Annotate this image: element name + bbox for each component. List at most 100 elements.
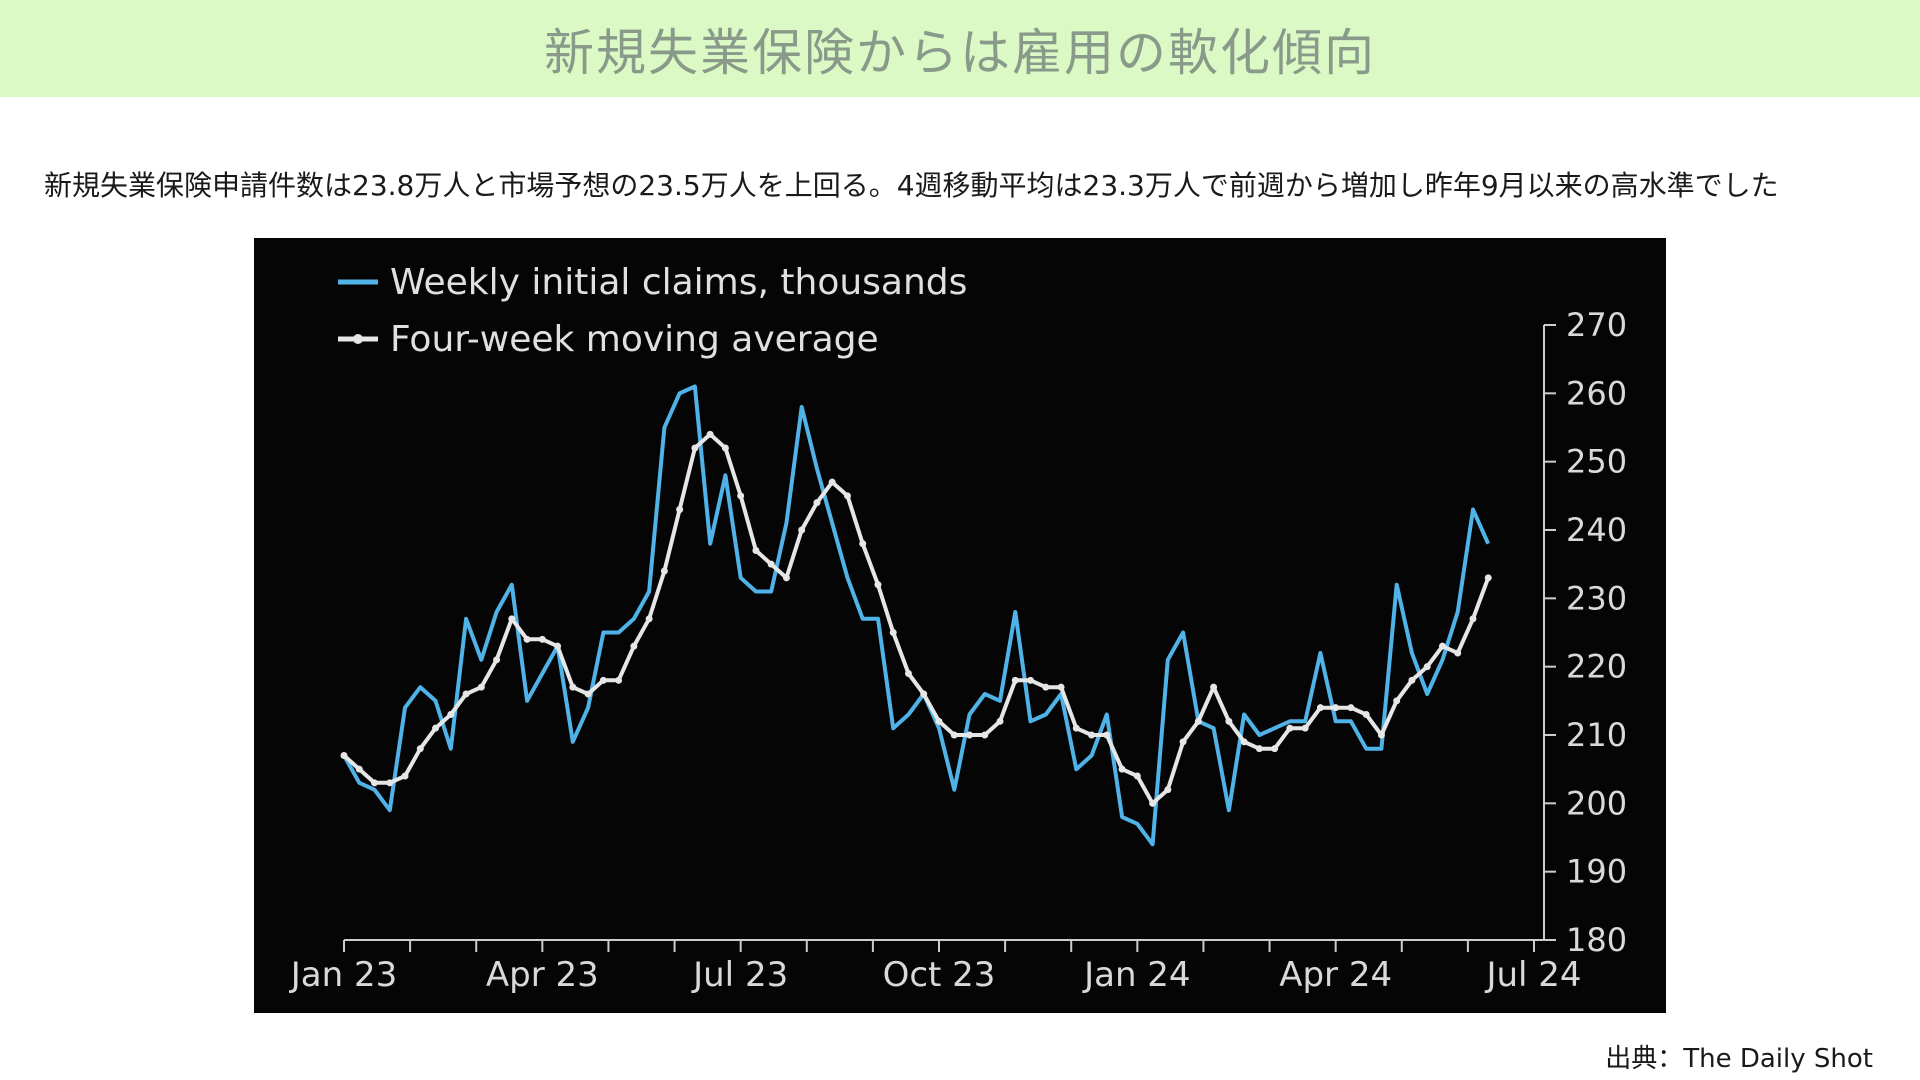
average-point	[1179, 738, 1187, 746]
average-point	[1408, 676, 1416, 684]
average-point	[447, 711, 455, 718]
average-point	[782, 574, 790, 582]
average-point	[706, 430, 714, 438]
average-point	[1271, 745, 1279, 753]
series-layer	[340, 384, 1492, 847]
chart-legend: Weekly initial claims, thousands Four-wee…	[338, 262, 967, 360]
average-point	[721, 444, 729, 452]
average-point	[1393, 697, 1401, 705]
average-point	[538, 635, 546, 643]
average-point	[767, 560, 775, 568]
average-point	[859, 540, 867, 548]
legend-weekly: Weekly initial claims, thousands	[338, 262, 967, 303]
x-tick-label: Jul 23	[691, 955, 788, 995]
average-point	[645, 615, 653, 623]
average-point	[1362, 711, 1370, 718]
average-point	[1301, 724, 1309, 732]
average-point	[1042, 683, 1050, 691]
average-point	[554, 642, 562, 650]
average-point	[966, 731, 974, 739]
average-point	[1011, 676, 1019, 684]
average-point	[1423, 663, 1431, 671]
average-point	[1133, 772, 1141, 780]
average-point	[1210, 683, 1218, 691]
average-point	[950, 731, 958, 739]
average-point	[340, 752, 348, 759]
average-point	[1194, 717, 1202, 725]
average-point	[1088, 731, 1096, 739]
legend-label: Weekly initial claims, thousands	[390, 262, 967, 303]
average-point	[843, 492, 851, 500]
average-point	[477, 683, 485, 691]
y-tick-label: 260	[1566, 374, 1627, 412]
average-point	[432, 724, 440, 732]
average-point	[508, 615, 516, 623]
summary-text: 新規失業保険申請件数は23.8万人と市場予想の23.5万人を上回る。4週移動平均…	[44, 169, 1779, 202]
average-point	[1027, 676, 1035, 684]
average-point	[676, 506, 684, 513]
average-point	[752, 547, 760, 554]
average-point	[493, 656, 501, 664]
x-tick-label: Jan 23	[289, 955, 397, 995]
average-point	[1240, 738, 1248, 746]
average-point	[1332, 704, 1340, 712]
average-point	[996, 717, 1004, 725]
x-tick-label: Apr 24	[1279, 955, 1392, 995]
source-note: 出典：The Daily Shot	[1605, 1044, 1873, 1074]
average-point	[1225, 717, 1233, 725]
average-point	[1255, 745, 1263, 753]
x-tick-label: Apr 23	[486, 955, 599, 995]
average-point	[798, 526, 806, 534]
legend-dot	[353, 334, 363, 344]
y-tick-label: 190	[1566, 853, 1627, 891]
x-tick-label: Jul 24	[1484, 955, 1581, 995]
average-point	[981, 731, 989, 739]
average-point	[828, 478, 836, 486]
average-point	[1103, 731, 1111, 739]
average-point	[1377, 731, 1385, 739]
average-point	[569, 683, 577, 691]
average-point	[1149, 799, 1157, 807]
average-point	[386, 779, 394, 787]
y-tick-label: 200	[1566, 784, 1627, 822]
average-point	[1286, 724, 1294, 732]
average-point	[584, 690, 592, 698]
average-point	[1438, 642, 1446, 650]
legend-average: Four-week moving average	[338, 319, 879, 360]
average-point	[599, 676, 607, 684]
header-band: 新規失業保険からは雇用の軟化傾向	[0, 0, 1920, 97]
x-tick-label: Jan 24	[1082, 955, 1190, 995]
average-point	[371, 779, 379, 787]
y-tick-label: 230	[1566, 579, 1627, 617]
average-point	[1469, 615, 1477, 623]
average-point	[935, 717, 943, 725]
average-point	[1118, 765, 1126, 773]
average-point	[523, 635, 531, 643]
average-point	[737, 492, 745, 500]
moving-average-line	[342, 432, 1491, 806]
y-tick-label: 180	[1566, 921, 1627, 959]
chart-svg: 180 190 200 210 220 230 240 250 260 270 Jan 23 Apr …	[289, 262, 1627, 995]
y-tick-label: 250	[1566, 443, 1627, 481]
y-tick-label: 220	[1566, 648, 1627, 686]
average-point	[615, 676, 623, 684]
average-point	[1454, 649, 1462, 657]
y-tick-label: 240	[1566, 511, 1627, 549]
average-point	[1316, 704, 1324, 712]
average-point	[355, 765, 363, 773]
average-point	[630, 642, 638, 650]
x-tick-label: Oct 23	[883, 955, 996, 995]
average-point	[660, 567, 668, 575]
legend-label: Four-week moving average	[390, 319, 879, 360]
average-point	[813, 499, 821, 507]
claims-chart: 180 190 200 210 220 230 240 250 260 270 Jan 23 Apr …	[254, 238, 1666, 1013]
average-point	[462, 690, 470, 698]
average-point	[1347, 704, 1355, 712]
average-point	[401, 772, 409, 780]
y-tick-label: 210	[1566, 716, 1627, 754]
average-point	[904, 670, 912, 677]
weekly-claims-line	[342, 384, 1491, 847]
chart-axes: 180 190 200 210 220 230 240 250 260 270 Jan 23 Apr …	[289, 306, 1627, 995]
average-point	[416, 745, 424, 753]
average-point	[1072, 724, 1080, 732]
